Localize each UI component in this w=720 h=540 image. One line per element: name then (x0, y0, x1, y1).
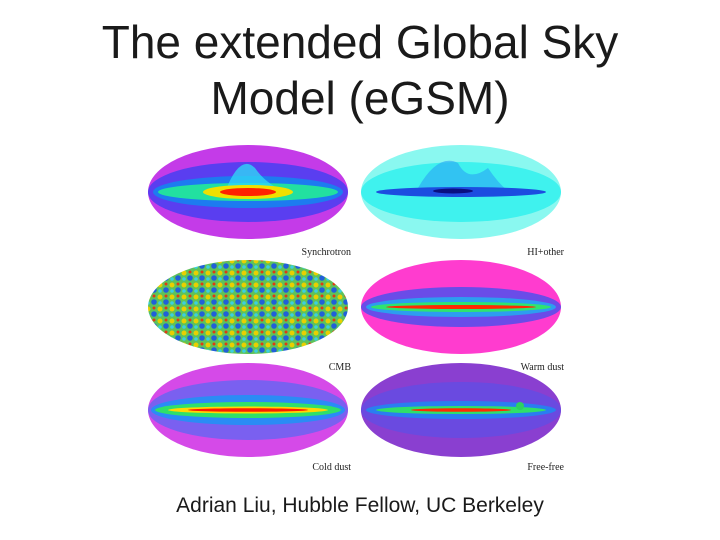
hi-other-map-image (361, 145, 561, 239)
synchrotron-map-image (148, 145, 348, 239)
map-label: Synchrotron (301, 247, 351, 258)
sky-map-free-free: Free-free (358, 358, 568, 473)
map-label: Cold dust (312, 462, 351, 473)
sky-map-cold-dust: Cold dust (145, 358, 355, 473)
cmb-map-image (148, 260, 348, 354)
map-label: Warm dust (520, 362, 564, 373)
map-label: Free-free (527, 462, 564, 473)
sky-map-cmb: CMB (145, 258, 355, 373)
warm-dust-map-image (361, 260, 561, 354)
sky-map-hi-other: HI+other (358, 143, 568, 258)
cold-dust-map-image (148, 363, 348, 457)
sky-map-warm-dust: Warm dust (358, 258, 568, 373)
map-label: HI+other (527, 247, 564, 258)
slide-footer: Adrian Liu, Hubble Fellow, UC Berkeley (176, 494, 544, 517)
free-free-map-image (361, 363, 561, 457)
sky-map-synchrotron: Synchrotron (145, 143, 355, 258)
map-label: CMB (328, 362, 351, 373)
slide-title: The extended Global Sky Model (eGSM) (101, 16, 619, 124)
